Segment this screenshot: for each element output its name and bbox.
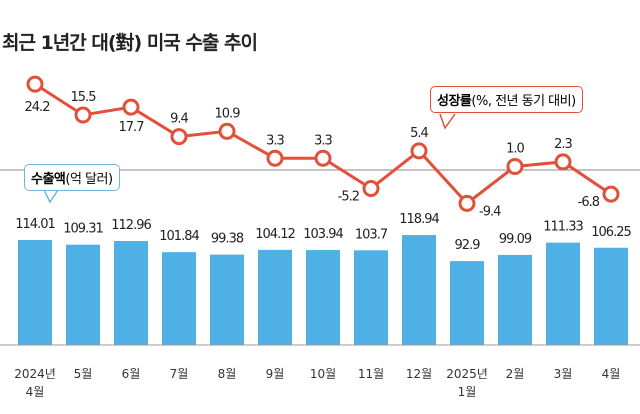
growth-point — [506, 157, 524, 175]
legend-growth-bold: 성장률 — [437, 94, 472, 109]
bar — [354, 250, 388, 345]
bar-label: 92.9 — [455, 238, 481, 253]
bar — [306, 250, 340, 345]
x-tick-label: 1월 — [458, 385, 477, 399]
bar-label: 111.33 — [543, 220, 583, 235]
growth-point — [314, 149, 332, 167]
bar-label: 99.09 — [499, 232, 532, 247]
legend-exports-unit: (억 달러) — [65, 172, 113, 187]
growth-point — [458, 194, 476, 212]
bar-label: 101.84 — [159, 229, 199, 244]
legend-growth: 성장률(%, 전년 동기 대비) — [430, 86, 583, 113]
x-tick-label: 7월 — [170, 367, 189, 381]
x-tick-label: 9월 — [266, 367, 285, 381]
x-tick-label: 11월 — [358, 367, 384, 381]
x-tick-label: 2025년 — [446, 367, 488, 381]
growth-label: 1.0 — [506, 141, 524, 156]
growth-label: 9.4 — [170, 112, 188, 127]
legend-exports-bold: 수출액 — [31, 172, 66, 187]
x-tick-label: 3월 — [554, 367, 573, 381]
bar-label: 118.94 — [399, 212, 439, 227]
growth-point — [74, 106, 92, 124]
x-tick-label: 12월 — [406, 367, 432, 381]
growth-point — [170, 128, 188, 146]
legend-exports: 수출액(억 달러) — [24, 164, 120, 191]
growth-label: -5.2 — [338, 189, 359, 204]
chart-title: 최근 1년간 대(對) 미국 수출 추이 — [2, 32, 258, 54]
bar-label: 103.7 — [355, 227, 388, 242]
growth-label: 17.7 — [119, 120, 145, 135]
growth-point — [602, 185, 620, 203]
bar-label: 103.94 — [303, 227, 343, 242]
bar — [66, 244, 100, 345]
bar-label: 109.31 — [63, 222, 103, 237]
x-tick-label: 4월 — [26, 385, 45, 399]
bar-label: 112.96 — [111, 218, 151, 233]
bar-label: 99.38 — [211, 232, 244, 247]
x-tick-label: 5월 — [74, 367, 93, 381]
growth-label: 15.5 — [71, 90, 97, 105]
growth-point — [218, 122, 236, 140]
x-tick-label: 10월 — [310, 367, 336, 381]
growth-label: -9.4 — [479, 204, 501, 219]
bar — [210, 254, 244, 345]
bar — [450, 261, 484, 345]
bar-label: 106.25 — [591, 225, 631, 240]
bar — [498, 254, 532, 345]
bar — [162, 252, 196, 345]
growth-point — [410, 142, 428, 160]
growth-point — [122, 98, 140, 116]
growth-label: 24.2 — [25, 100, 50, 115]
bar — [546, 242, 580, 345]
growth-point — [362, 179, 380, 197]
growth-label: -6.8 — [578, 195, 600, 210]
bar — [114, 241, 148, 345]
x-tick-label: 2024년 — [14, 367, 56, 381]
bar — [402, 235, 436, 345]
legend-growth-unit: (%, 전년 동기 대비) — [471, 94, 576, 109]
growth-label: 3.3 — [314, 133, 332, 148]
bar — [18, 239, 52, 345]
growth-point — [266, 149, 284, 167]
x-tick-label: 6월 — [122, 367, 141, 381]
bar-label: 104.12 — [255, 227, 295, 242]
x-tick-label: 2월 — [506, 367, 525, 381]
x-tick-label: 4월 — [602, 367, 621, 381]
bar — [258, 249, 292, 345]
x-tick-label: 8월 — [218, 367, 237, 381]
growth-point — [26, 75, 44, 93]
bar — [594, 247, 628, 345]
legend-growth-pointer — [439, 113, 456, 130]
growth-label: 2.3 — [554, 137, 572, 152]
bar-label: 114.01 — [15, 217, 55, 232]
growth-label: 10.9 — [215, 106, 241, 121]
legend-exports-pointer — [43, 189, 59, 204]
growth-label: 3.3 — [266, 133, 284, 148]
growth-label: 5.4 — [410, 126, 428, 141]
growth-point — [554, 153, 572, 171]
